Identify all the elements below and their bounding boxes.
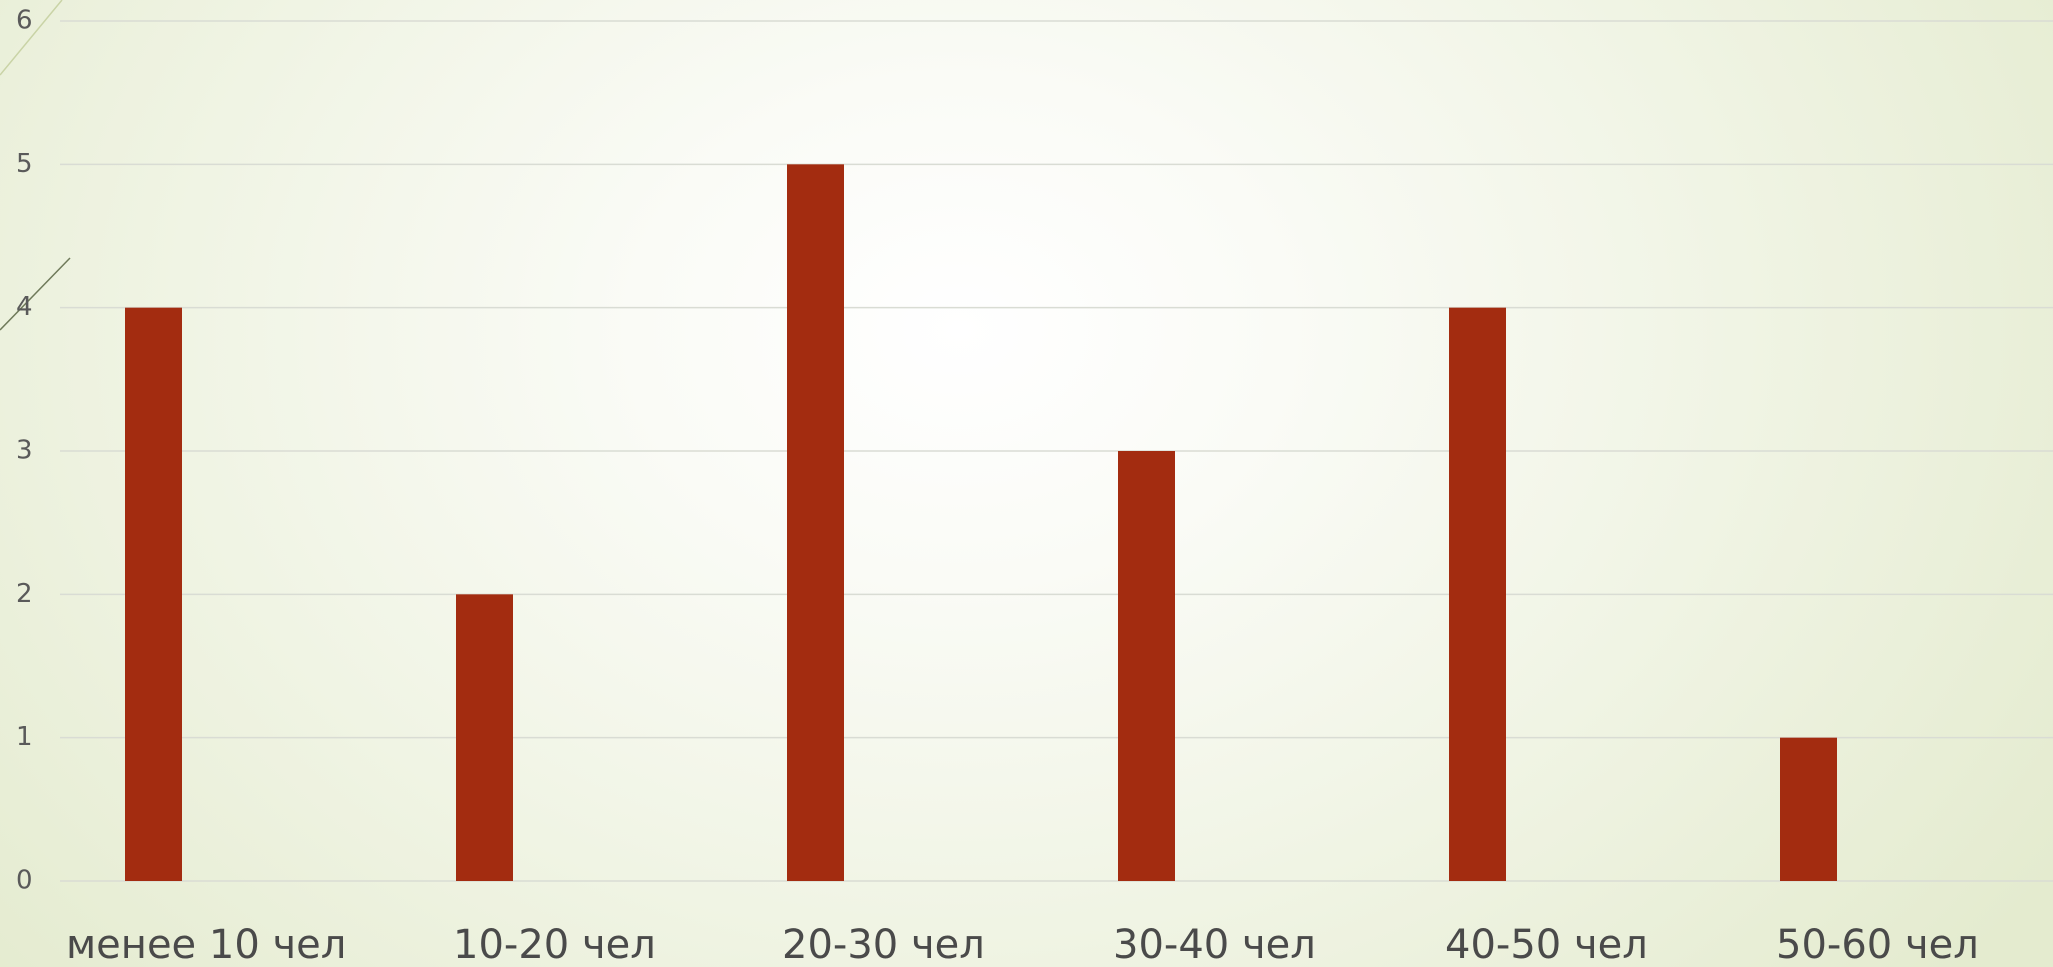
- background-decoration: [0, 0, 71, 331]
- bar: [1118, 451, 1175, 881]
- x-tick-label: менее 10 чел: [66, 922, 346, 967]
- bar: [125, 307, 182, 882]
- y-axis-tick-labels: 0 1 2 3 4 5 6: [16, 6, 33, 896]
- x-tick-label: 40-50 чел: [1445, 922, 1648, 967]
- y-tick-label: 1: [16, 722, 33, 752]
- y-tick-label: 4: [16, 292, 33, 322]
- x-tick-label: 50-60 чел: [1776, 922, 1979, 967]
- bar: [1449, 307, 1506, 882]
- bar: [1780, 737, 1837, 881]
- x-tick-label: 20-30 чел: [782, 922, 985, 967]
- y-tick-label: 3: [16, 436, 33, 466]
- y-tick-label: 6: [16, 6, 33, 36]
- corner-decor-line-middle: [0, 257, 71, 331]
- y-tick-label: 2: [16, 579, 33, 609]
- y-tick-label: 0: [16, 866, 33, 896]
- x-tick-label: 10-20 чел: [453, 922, 656, 967]
- bars: [125, 164, 1837, 882]
- bar: [787, 164, 844, 882]
- x-axis-tick-labels: менее 10 чел 10-20 чел 20-30 чел 30-40 чел 4…: [66, 922, 1979, 967]
- y-tick-label: 5: [16, 149, 33, 179]
- corner-decor-line-top: [0, 0, 63, 76]
- x-tick-label: 30-40 чел: [1113, 922, 1316, 967]
- gridlines: [60, 20, 2053, 882]
- bar: [456, 594, 513, 881]
